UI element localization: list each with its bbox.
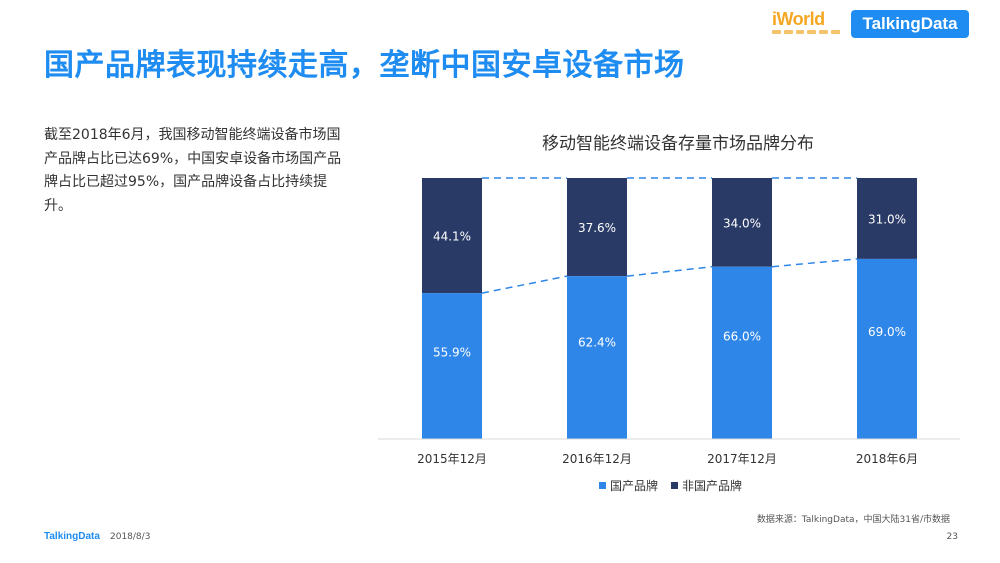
footer-date: 2018/8/3 [110,532,151,542]
legend-swatch-domestic [599,482,606,489]
bar-domestic-0 [422,293,482,439]
label-non-domestic-0: 44.1% [433,230,471,244]
trend-domestic-2 [771,258,858,268]
trend-domestic-1 [626,265,713,277]
x-tick-label-1: 2016年12月 [562,452,632,466]
label-domestic-1: 62.4% [578,335,616,349]
talkingdata-logo: TalkingData [851,10,969,38]
legend-label-domestic: 国产品牌 [610,479,658,493]
label-non-domestic-2: 34.0% [723,216,761,230]
bar-non-domestic-0 [422,178,482,294]
label-domestic-0: 55.9% [433,345,471,359]
x-tick-label-0: 2015年12月 [417,452,487,466]
bar-non-domestic-1 [567,178,627,277]
data-source: 数据来源：TalkingData，中国大陆31省/市数据 [756,515,950,525]
legend-label-non-domestic: 非国产品牌 [682,479,742,493]
page-number: 23 [946,532,958,542]
legend-swatch-non-domestic [671,482,678,489]
bar-non-domestic-2 [712,178,772,267]
bar-domestic-2 [712,266,772,439]
trend-domestic-0 [481,275,568,294]
footer-brand: TalkingData [44,531,100,542]
label-non-domestic-1: 37.6% [578,221,616,235]
iworld-logo-text: iWorld [772,9,825,29]
page-title: 国产品牌表现持续走高，垄断中国安卓设备市场 [44,48,685,83]
chart-title: 移动智能终端设备存量市场品牌分布 [542,134,814,154]
summary-text: 截至2018年6月，我国移动智能终端设备市场国产品牌占比已达69%，中国安卓设备… [44,127,342,214]
iworld-logo-subline [772,30,840,34]
x-tick-label-3: 2018年6月 [856,452,918,466]
x-tick-label-2: 2017年12月 [707,452,777,466]
label-domestic-3: 69.0% [868,325,906,339]
label-non-domestic-3: 31.0% [868,212,906,226]
bar-domestic-1 [567,276,627,439]
iworld-logo: iWorld [772,10,840,38]
bar-domestic-3 [857,258,917,439]
bar-non-domestic-3 [857,178,917,259]
label-domestic-2: 66.0% [723,330,761,344]
